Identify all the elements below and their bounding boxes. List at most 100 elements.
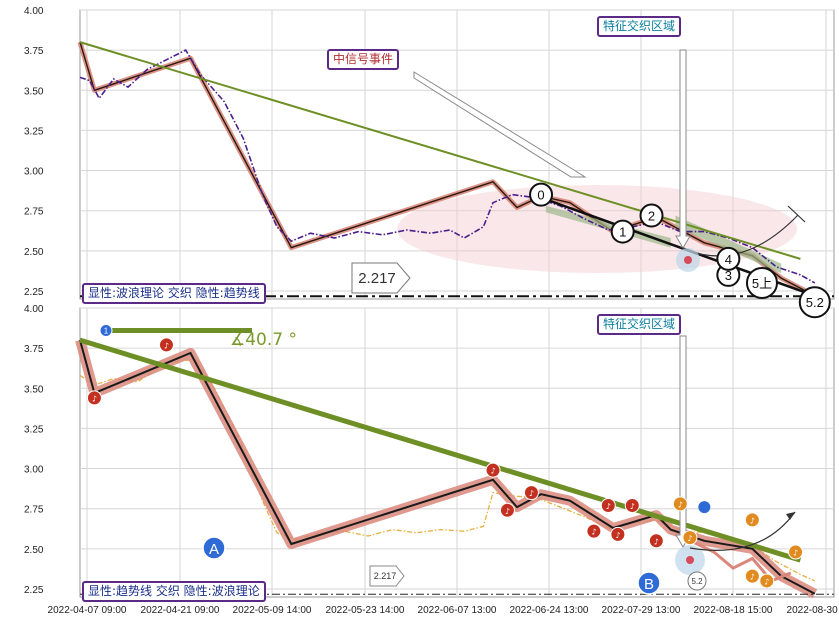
y-tick-label: 3.75 bbox=[24, 344, 44, 355]
end-point-circle bbox=[687, 571, 707, 591]
wave-label-text: 0 bbox=[537, 188, 544, 203]
wave-point-glyph: ♪ bbox=[678, 500, 683, 509]
wave-point-marker bbox=[648, 533, 664, 549]
event-arrow bbox=[413, 71, 587, 178]
wave-label-circle bbox=[610, 219, 635, 244]
wave-point-glyph: ♪ bbox=[654, 537, 659, 546]
start-point-marker bbox=[99, 323, 113, 337]
projection-arrowhead-bottom bbox=[786, 512, 795, 520]
point-b-label: B bbox=[644, 576, 654, 593]
target-dot-top bbox=[684, 256, 692, 264]
target-dot-bottom bbox=[686, 556, 694, 564]
wave-label-circle bbox=[529, 182, 554, 207]
price-tag-shape-top bbox=[351, 262, 411, 294]
wave-point-marker bbox=[610, 526, 626, 542]
x-tick-label: 2022-04-07 09:00 bbox=[48, 605, 127, 616]
wave-point-glyph: ♪ bbox=[764, 577, 769, 586]
wave-label-text: 3 bbox=[725, 268, 732, 283]
y-tick-label: 3.50 bbox=[24, 384, 44, 395]
wave-point-marker bbox=[499, 502, 515, 518]
wave-point-glyph: ♪ bbox=[615, 531, 620, 540]
wave-point-marker bbox=[624, 497, 640, 513]
y-tick-label: 3.50 bbox=[24, 86, 44, 97]
y-tick-label: 4.00 bbox=[24, 304, 44, 315]
wave-point-marker bbox=[744, 512, 760, 528]
y-tick-label: 2.50 bbox=[24, 247, 44, 258]
y-tick-label: 2.25 bbox=[24, 585, 44, 596]
wave-point-marker bbox=[788, 544, 804, 560]
price-tag-text-bottom: 2.217 bbox=[374, 571, 397, 581]
y-tick-label: 2.75 bbox=[24, 207, 44, 218]
price-series-bottom bbox=[79, 358, 816, 582]
x-tick-label: 2022-04-21 09:00 bbox=[141, 605, 220, 616]
wave-label-text: 5上 bbox=[752, 276, 772, 291]
wave-label-circle bbox=[745, 266, 778, 299]
trend-angle-label: ∡40.7 ° bbox=[230, 330, 297, 350]
y-tick-label: 2.50 bbox=[24, 545, 44, 556]
wave-point-glyph: ♪ bbox=[92, 394, 97, 403]
wave-point-marker bbox=[682, 530, 698, 546]
event-label: 中信号事件 bbox=[327, 49, 400, 70]
y-tick-label: 3.25 bbox=[24, 126, 44, 137]
projection-cap-top bbox=[787, 205, 806, 223]
wave-point-glyph: ♪ bbox=[606, 502, 611, 511]
point-a-circle bbox=[202, 536, 226, 560]
wave-point-glyph: ♪ bbox=[793, 549, 798, 558]
wave-point-glyph: ♪ bbox=[490, 467, 495, 476]
price-tag-shape-bottom bbox=[369, 565, 405, 587]
start-point-label: 1 bbox=[104, 326, 109, 335]
y-tick-label: 3.00 bbox=[24, 465, 44, 476]
zone-label-bottom: 特征交织区域 bbox=[597, 314, 682, 335]
legend-label-bottom: 显性:趋势线 交织 隐性:波浪理论 bbox=[82, 581, 266, 602]
price-tag-text-top: 2.217 bbox=[358, 270, 396, 287]
wave-point-marker bbox=[523, 485, 539, 501]
x-tick-label: 2022-05-09 14:00 bbox=[233, 605, 312, 616]
y-tick-label: 3.25 bbox=[24, 424, 44, 435]
legend-label-top: 显性:波浪理论 交织 隐性:趋势线 bbox=[82, 283, 266, 304]
x-tick-label: 2022-07-29 13:00 bbox=[602, 605, 681, 616]
x-tick-label: 2022-06-07 13:00 bbox=[418, 605, 497, 616]
price-series-top bbox=[79, 49, 816, 284]
wave-label-text: 4 bbox=[725, 252, 732, 267]
wave-point-marker bbox=[86, 390, 102, 406]
end-point-label: 5.2 bbox=[691, 577, 703, 586]
subwave-band-top bbox=[545, 205, 671, 248]
x-tick-label: 2022-08-18 15:00 bbox=[694, 605, 773, 616]
zone-ellipse-top bbox=[397, 185, 797, 273]
wave-line-bottom bbox=[79, 339, 816, 595]
y-tick-label: 3.00 bbox=[24, 167, 44, 178]
x-tick-label: 2022-08-30 09:00 bbox=[787, 605, 839, 616]
wave-label-circle bbox=[639, 203, 664, 228]
wave-point-glyph: ♪ bbox=[750, 516, 755, 525]
wave-point-marker bbox=[672, 496, 688, 512]
wave-point-marker bbox=[485, 462, 501, 478]
y-tick-label: 3.75 bbox=[24, 46, 44, 57]
wave-point-glyph: ♪ bbox=[750, 573, 755, 582]
wave-point-glyph: ♪ bbox=[529, 489, 534, 498]
wave-point-glyph: ♪ bbox=[687, 534, 692, 543]
y-tick-label: 2.25 bbox=[24, 287, 44, 298]
point-b-circle bbox=[637, 571, 661, 595]
point-a-label: A bbox=[209, 541, 219, 558]
wave-point-marker bbox=[158, 337, 174, 353]
projection-curve-bottom bbox=[689, 511, 796, 551]
wave-point-marker bbox=[586, 523, 602, 539]
zone-arrow-top bbox=[675, 49, 691, 249]
wave-point-glyph: ♪ bbox=[591, 528, 596, 537]
zone-label-top: 特征交织区域 bbox=[597, 16, 682, 37]
y-tick-label: 4.00 bbox=[24, 6, 44, 17]
blue-point-marker bbox=[698, 501, 711, 514]
wave-label-circle bbox=[716, 246, 741, 271]
x-tick-label: 2022-05-23 14:00 bbox=[326, 605, 405, 616]
sub-wave-bottom bbox=[679, 534, 792, 583]
wave-label-text: 2 bbox=[648, 209, 655, 224]
wave-point-glyph: ♪ bbox=[164, 341, 169, 350]
wave-point-glyph: ♪ bbox=[630, 502, 635, 511]
wave-point-glyph: ♪ bbox=[505, 507, 510, 516]
y-tick-label: 2.75 bbox=[24, 505, 44, 516]
x-tick-label: 2022-06-24 13:00 bbox=[510, 605, 589, 616]
wave-point-marker bbox=[744, 568, 760, 584]
wave-point-marker bbox=[759, 573, 775, 589]
wave-label-circle bbox=[798, 286, 831, 319]
